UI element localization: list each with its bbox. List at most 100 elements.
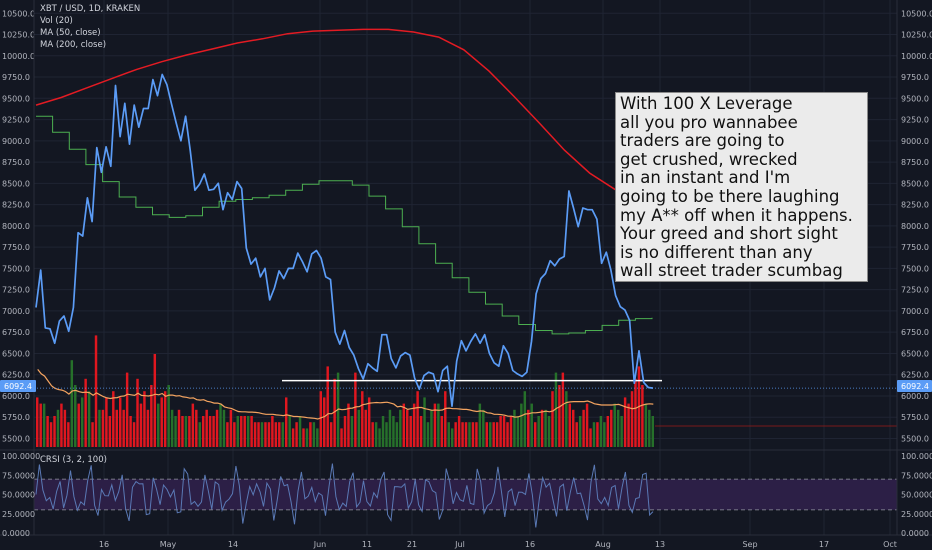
volume-bar <box>648 409 651 447</box>
annotation-line: traders are going to <box>620 131 785 151</box>
volume-bar <box>219 403 222 447</box>
volume-bar <box>267 422 271 447</box>
price-tick-left: 7500.0 <box>2 264 30 273</box>
time-tick: 16 <box>99 540 109 549</box>
annotation-callout[interactable]: With 100 X Leverage all you pro wannabee… <box>615 92 868 282</box>
volume-bar <box>129 416 132 447</box>
volume-bar <box>606 416 610 447</box>
price-tick-right: 8500.0 <box>901 179 929 188</box>
volume-bar <box>236 416 240 447</box>
price-tick-right: 10500.0 <box>901 9 932 18</box>
volume-bar <box>547 416 551 447</box>
price-line <box>35 73 654 408</box>
volume-bar <box>596 422 599 447</box>
price-tick-left: 10000.0 <box>2 52 35 61</box>
legend-ma200[interactable]: MA (200, close) <box>40 40 106 50</box>
volume-bar <box>53 416 56 447</box>
volume-bar <box>208 416 212 447</box>
annotation-line: in an instant and I'm <box>620 168 791 188</box>
volume-bar <box>347 403 350 447</box>
volume-bar <box>70 360 74 447</box>
price-tick-right: 9500.0 <box>901 94 929 103</box>
volume-bar <box>326 366 329 447</box>
volume-bar <box>60 403 63 447</box>
volume-bar <box>568 403 572 447</box>
volume-bar <box>340 428 343 447</box>
volume-bar <box>91 422 94 447</box>
volume-bar <box>139 403 143 447</box>
legend-ma50[interactable]: MA (50, close) <box>40 28 101 38</box>
volume-bar <box>416 391 419 447</box>
volume-bar <box>589 428 592 447</box>
volume-bar <box>74 385 77 447</box>
volume-bar <box>309 422 312 447</box>
volume-bar <box>603 422 606 447</box>
volume-bar <box>582 409 585 447</box>
time-tick: 21 <box>407 540 417 549</box>
volume-bar <box>616 409 620 447</box>
volume-bar <box>125 372 129 447</box>
volume-bar <box>94 335 98 447</box>
time-tick: 17 <box>819 540 829 549</box>
volume-bar <box>634 378 637 447</box>
volume-bar <box>575 422 578 447</box>
crsi-tick-left: 75.0000 <box>2 471 35 480</box>
volume-bar <box>160 397 163 447</box>
volume-bar <box>77 403 80 447</box>
crsi-tick-right: 0.0000 <box>901 529 929 538</box>
time-tick: Oct <box>883 540 897 549</box>
price-tag-left <box>0 380 36 392</box>
annotation-line: get crushed, wrecked <box>620 149 798 169</box>
crsi-tick-left: 100.0000 <box>2 452 40 461</box>
price-tick-right: 6250.0 <box>901 371 929 380</box>
volume-bar <box>527 409 530 447</box>
volume-bar <box>87 391 91 447</box>
volume-bar <box>260 422 264 447</box>
price-tick-right: 8250.0 <box>901 201 929 210</box>
volume-bar <box>240 416 243 447</box>
volume-bar <box>295 422 298 447</box>
volume-bar <box>495 422 499 447</box>
price-tick-right: 5500.0 <box>901 434 929 443</box>
volume-bar <box>506 422 509 447</box>
chart-title: XBT / USD, 1D, KRAKEN <box>40 4 140 14</box>
volume-bar <box>80 397 84 447</box>
volume-bar <box>454 422 457 447</box>
time-tick: 13 <box>655 540 665 549</box>
volume-bar <box>233 422 236 447</box>
volume-bar <box>105 397 108 447</box>
crsi-tick-right: 75.0000 <box>901 471 932 480</box>
volume-bar <box>419 416 423 447</box>
crsi-tick-right: 25.0000 <box>901 510 932 519</box>
volume-bar <box>399 409 402 447</box>
volume-bar <box>489 422 492 447</box>
volume-bar <box>350 416 354 447</box>
crsi-label[interactable]: CRSI (3, 2, 100) <box>40 455 107 465</box>
price-tick-left: 10250.0 <box>2 31 35 40</box>
volume-bar <box>437 403 440 447</box>
volume-bar <box>354 372 357 447</box>
volume-bar <box>132 422 136 447</box>
price-tick-right: 9000.0 <box>901 137 929 146</box>
volume-bar <box>101 409 105 447</box>
volume-bar <box>475 422 478 447</box>
legend-vol[interactable]: Vol (20) <box>40 16 73 26</box>
volume-bar <box>122 409 125 447</box>
volume-bar <box>565 391 568 447</box>
volume-bar <box>36 397 39 447</box>
volume-bar <box>620 416 623 447</box>
price-tick-left: 8250.0 <box>2 201 30 210</box>
volume-bar <box>561 372 565 447</box>
price-tick-right: 10250.0 <box>901 31 932 40</box>
ma50-line <box>36 115 653 335</box>
volume-bar <box>544 409 547 447</box>
time-tick: 14 <box>228 540 238 549</box>
price-tick-left: 9250.0 <box>2 116 30 125</box>
volume-bar <box>364 409 367 447</box>
price-tick-left: 7750.0 <box>2 243 30 252</box>
time-tick: Jul <box>454 540 465 549</box>
price-tick-left: 8500.0 <box>2 179 30 188</box>
volume-bar <box>592 422 596 447</box>
volume-bar <box>457 416 461 447</box>
volume-bar <box>627 403 630 447</box>
